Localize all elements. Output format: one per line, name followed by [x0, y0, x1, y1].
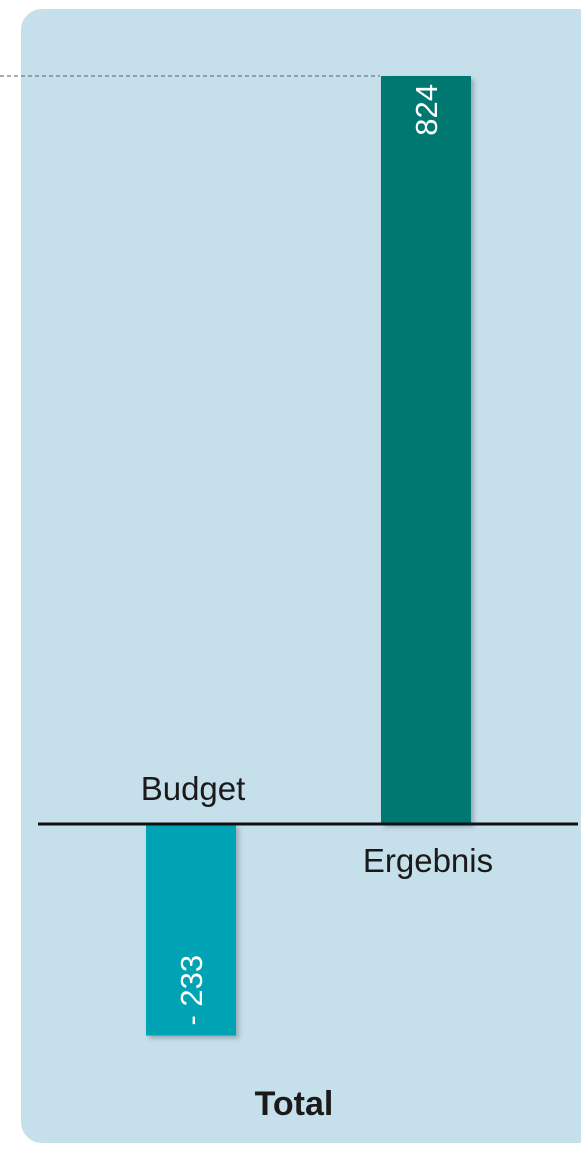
bar-budget	[146, 824, 236, 1036]
labels-group: - 233 Budget 824 Ergebnis	[141, 84, 493, 1026]
category-label-ergebnis: Ergebnis	[363, 842, 493, 879]
bar-ergebnis	[381, 76, 471, 824]
bars-group	[146, 76, 471, 1036]
value-label-ergebnis: 824	[409, 84, 444, 136]
category-label-budget: Budget	[141, 770, 246, 807]
chart-title: Total	[255, 1085, 334, 1123]
value-label-budget: - 233	[174, 955, 209, 1026]
chart-panel	[19, 7, 581, 1145]
